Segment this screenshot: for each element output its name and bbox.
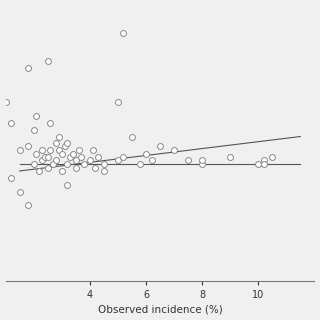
Point [9, 120, 14, 125]
Point [42, 155, 47, 160]
Point [121, 155, 126, 160]
Point [0, 182, 3, 187]
Point [96, 155, 101, 160]
Point [261, 162, 267, 167]
Point [68, 155, 73, 160]
Point [200, 157, 205, 163]
Point [186, 157, 191, 163]
Point [34, 152, 39, 157]
Point [157, 144, 163, 149]
Point [31, 127, 36, 132]
Point [73, 166, 78, 171]
Point [79, 155, 84, 160]
Point [138, 162, 143, 167]
Point [59, 152, 64, 157]
Point [270, 155, 275, 160]
Point [149, 157, 154, 163]
Point [26, 65, 31, 70]
Point [228, 155, 233, 160]
Point [115, 157, 120, 163]
Point [48, 148, 53, 153]
Point [9, 175, 14, 180]
Point [45, 58, 50, 63]
Point [90, 148, 95, 153]
Point [26, 203, 31, 208]
Point [31, 162, 36, 167]
Point [129, 134, 134, 139]
Point [70, 152, 76, 157]
Point [53, 141, 59, 146]
Point [256, 162, 261, 167]
Point [65, 141, 70, 146]
Point [65, 162, 70, 167]
Point [82, 162, 87, 167]
Point [115, 100, 120, 105]
Point [56, 134, 61, 139]
Point [39, 148, 44, 153]
Point [101, 168, 106, 173]
Point [37, 168, 42, 173]
Point [45, 155, 50, 160]
Point [73, 157, 78, 163]
Point [261, 157, 267, 163]
Point [76, 148, 81, 153]
Point [59, 168, 64, 173]
Point [101, 162, 106, 167]
Point [45, 166, 50, 171]
Point [87, 157, 92, 163]
Point [53, 157, 59, 163]
Point [26, 144, 31, 149]
Point [93, 166, 98, 171]
X-axis label: Observed incidence (%): Observed incidence (%) [98, 304, 222, 315]
Point [65, 182, 70, 187]
Point [51, 162, 56, 167]
Point [17, 148, 22, 153]
Point [39, 157, 44, 163]
Point [34, 113, 39, 118]
Point [17, 189, 22, 194]
Point [172, 148, 177, 153]
Point [143, 152, 148, 157]
Point [3, 100, 8, 105]
Point [62, 144, 67, 149]
Point [56, 148, 61, 153]
Point [121, 31, 126, 36]
Point [200, 162, 205, 167]
Point [48, 120, 53, 125]
